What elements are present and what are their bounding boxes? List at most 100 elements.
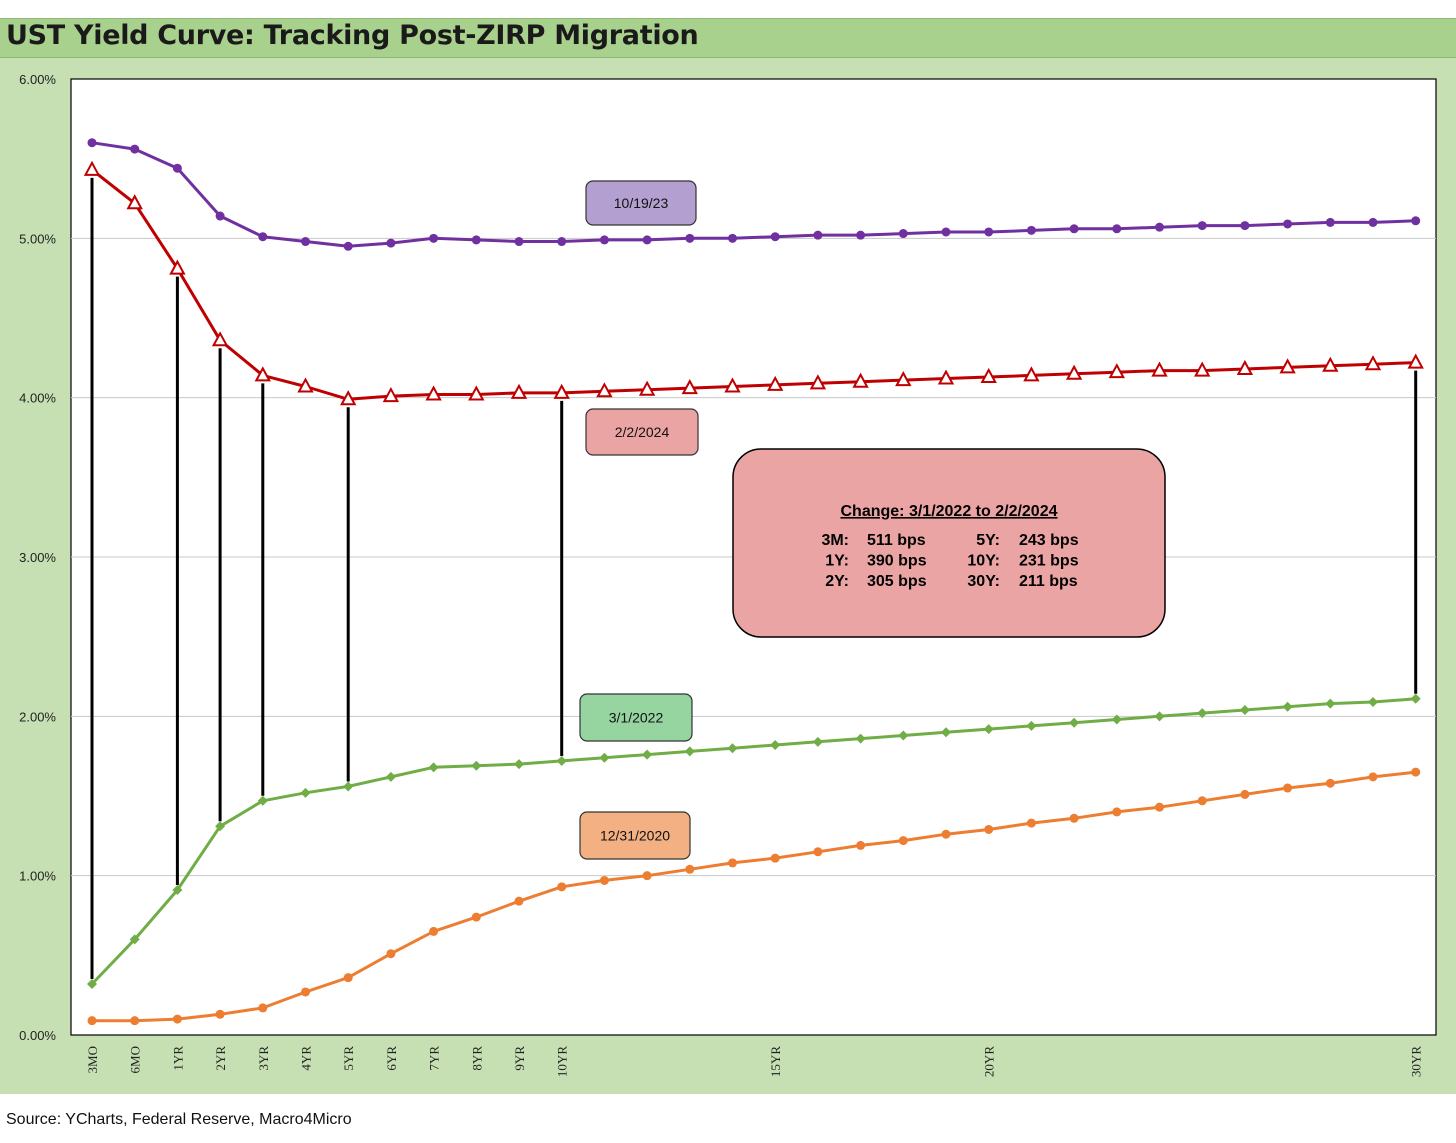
y-tick-label: 5.00% bbox=[19, 231, 56, 246]
data-point bbox=[340, 390, 357, 406]
change-row-value: 211 bps bbox=[1019, 573, 1078, 590]
data-point bbox=[468, 385, 485, 401]
data-point bbox=[514, 759, 524, 770]
change-row-value: 511 bps bbox=[867, 532, 926, 549]
data-point bbox=[1154, 711, 1165, 722]
data-point bbox=[898, 229, 908, 239]
data-point bbox=[1236, 359, 1254, 375]
data-point bbox=[1368, 217, 1378, 227]
data-point bbox=[1026, 818, 1036, 828]
data-point bbox=[1364, 355, 1382, 371]
data-point bbox=[514, 237, 524, 247]
data-point bbox=[1111, 714, 1122, 725]
data-point bbox=[556, 755, 567, 766]
series-label-box bbox=[579, 693, 693, 742]
data-point bbox=[770, 232, 780, 242]
data-point bbox=[557, 882, 567, 892]
data-point bbox=[301, 987, 310, 997]
data-point bbox=[856, 230, 866, 240]
data-point bbox=[685, 864, 695, 874]
data-point bbox=[681, 379, 698, 395]
change-row-label: 10Y: bbox=[967, 553, 1000, 570]
series-line bbox=[91, 168, 1416, 401]
series-label: 10/19/23 bbox=[614, 195, 669, 211]
x-tick-label: 7YR bbox=[427, 1046, 442, 1071]
data-point bbox=[813, 847, 823, 857]
x-tick-label: 9YR bbox=[512, 1046, 527, 1071]
data-point bbox=[1069, 717, 1080, 728]
change-row-value: 231 bps bbox=[1019, 553, 1079, 570]
x-tick-label: 3MO bbox=[85, 1046, 100, 1073]
source-note: Source: YCharts, Federal Reserve, Macro4… bbox=[6, 1111, 352, 1128]
data-point bbox=[852, 372, 869, 388]
data-point bbox=[382, 386, 400, 403]
x-tick-label: 3YR bbox=[256, 1046, 271, 1071]
series-label: 12/31/2020 bbox=[600, 828, 670, 844]
data-point bbox=[1197, 708, 1208, 719]
data-point bbox=[1283, 219, 1293, 229]
data-point bbox=[767, 375, 784, 391]
data-point bbox=[129, 934, 140, 945]
data-point bbox=[1151, 361, 1168, 377]
data-point bbox=[428, 762, 439, 773]
data-point bbox=[984, 824, 994, 834]
x-tick-label: 15YR bbox=[768, 1046, 783, 1077]
data-point bbox=[130, 1016, 140, 1026]
data-point bbox=[87, 1016, 97, 1026]
x-tick-label: 8YR bbox=[469, 1046, 484, 1071]
data-point bbox=[215, 211, 225, 221]
data-point bbox=[385, 771, 396, 782]
data-point bbox=[510, 383, 528, 399]
data-point bbox=[258, 232, 268, 242]
data-point bbox=[1411, 767, 1421, 777]
data-point bbox=[642, 871, 652, 881]
data-point bbox=[1026, 225, 1036, 235]
data-point bbox=[1155, 802, 1164, 812]
data-point bbox=[898, 730, 909, 741]
data-point bbox=[684, 746, 695, 757]
data-point bbox=[1112, 807, 1122, 817]
data-point bbox=[300, 787, 311, 798]
data-point bbox=[770, 853, 780, 863]
change-summary-box bbox=[732, 448, 1166, 638]
data-point bbox=[301, 237, 310, 247]
data-point bbox=[809, 374, 827, 390]
data-point bbox=[343, 973, 353, 983]
series-line bbox=[92, 770, 1416, 1023]
data-point bbox=[1155, 222, 1164, 232]
data-point bbox=[980, 367, 997, 383]
series-line bbox=[91, 141, 1416, 248]
data-point bbox=[1112, 224, 1122, 234]
x-tick-label: 1YR bbox=[170, 1046, 185, 1071]
data-point bbox=[1325, 698, 1336, 709]
change-row-label: 30Y: bbox=[967, 573, 1000, 590]
data-point bbox=[1069, 813, 1079, 823]
data-point bbox=[728, 233, 737, 243]
data-point bbox=[343, 781, 354, 792]
change-summary-heading: Change: 3/1/2022 to 2/2/2024 bbox=[841, 503, 1058, 520]
data-point bbox=[553, 383, 570, 399]
data-point bbox=[1108, 363, 1125, 379]
x-tick-label: 5YR bbox=[341, 1046, 356, 1071]
chart-title: UST Yield Curve: Tracking Post-ZIRP Migr… bbox=[6, 20, 699, 51]
data-point bbox=[727, 743, 738, 754]
y-tick-label: 2.00% bbox=[19, 709, 56, 724]
data-point bbox=[983, 724, 994, 735]
data-point bbox=[254, 366, 271, 382]
data-point bbox=[471, 912, 481, 922]
data-point bbox=[599, 875, 609, 885]
data-point bbox=[1325, 217, 1335, 227]
data-point bbox=[1325, 778, 1335, 788]
series-label-box bbox=[585, 180, 697, 226]
data-point bbox=[638, 380, 656, 396]
x-tick-label: 30YR bbox=[1409, 1046, 1424, 1077]
data-point bbox=[1197, 221, 1207, 231]
data-point bbox=[471, 760, 482, 771]
data-point bbox=[297, 377, 314, 393]
series-label: 3/1/2022 bbox=[609, 710, 664, 726]
change-row-value: 305 bps bbox=[867, 573, 927, 590]
data-point bbox=[429, 233, 439, 243]
data-point bbox=[126, 194, 143, 210]
change-row-label: 2Y: bbox=[825, 573, 849, 590]
